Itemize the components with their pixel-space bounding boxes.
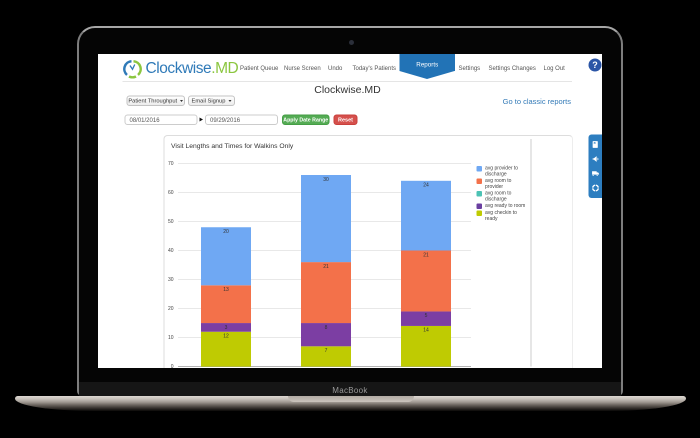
svg-text:21: 21 <box>423 253 429 259</box>
svg-text:50: 50 <box>168 219 174 225</box>
svg-text:12: 12 <box>223 334 229 340</box>
svg-text:60: 60 <box>168 190 174 196</box>
svg-text:30: 30 <box>168 277 174 283</box>
svg-text:14: 14 <box>423 328 429 334</box>
svg-text:7: 7 <box>325 348 328 354</box>
svg-text:21: 21 <box>323 264 329 270</box>
svg-text:40: 40 <box>168 248 174 254</box>
svg-text:70: 70 <box>168 161 174 167</box>
svg-text:3: 3 <box>225 325 228 331</box>
svg-text:20: 20 <box>223 229 229 235</box>
svg-text:0: 0 <box>171 364 174 368</box>
svg-text:30: 30 <box>323 177 329 183</box>
svg-text:20: 20 <box>168 306 174 312</box>
svg-text:13: 13 <box>223 287 229 293</box>
svg-text:24: 24 <box>423 183 429 189</box>
svg-text:8: 8 <box>325 325 328 331</box>
svg-text:10: 10 <box>168 335 174 341</box>
svg-text:5: 5 <box>425 313 428 319</box>
